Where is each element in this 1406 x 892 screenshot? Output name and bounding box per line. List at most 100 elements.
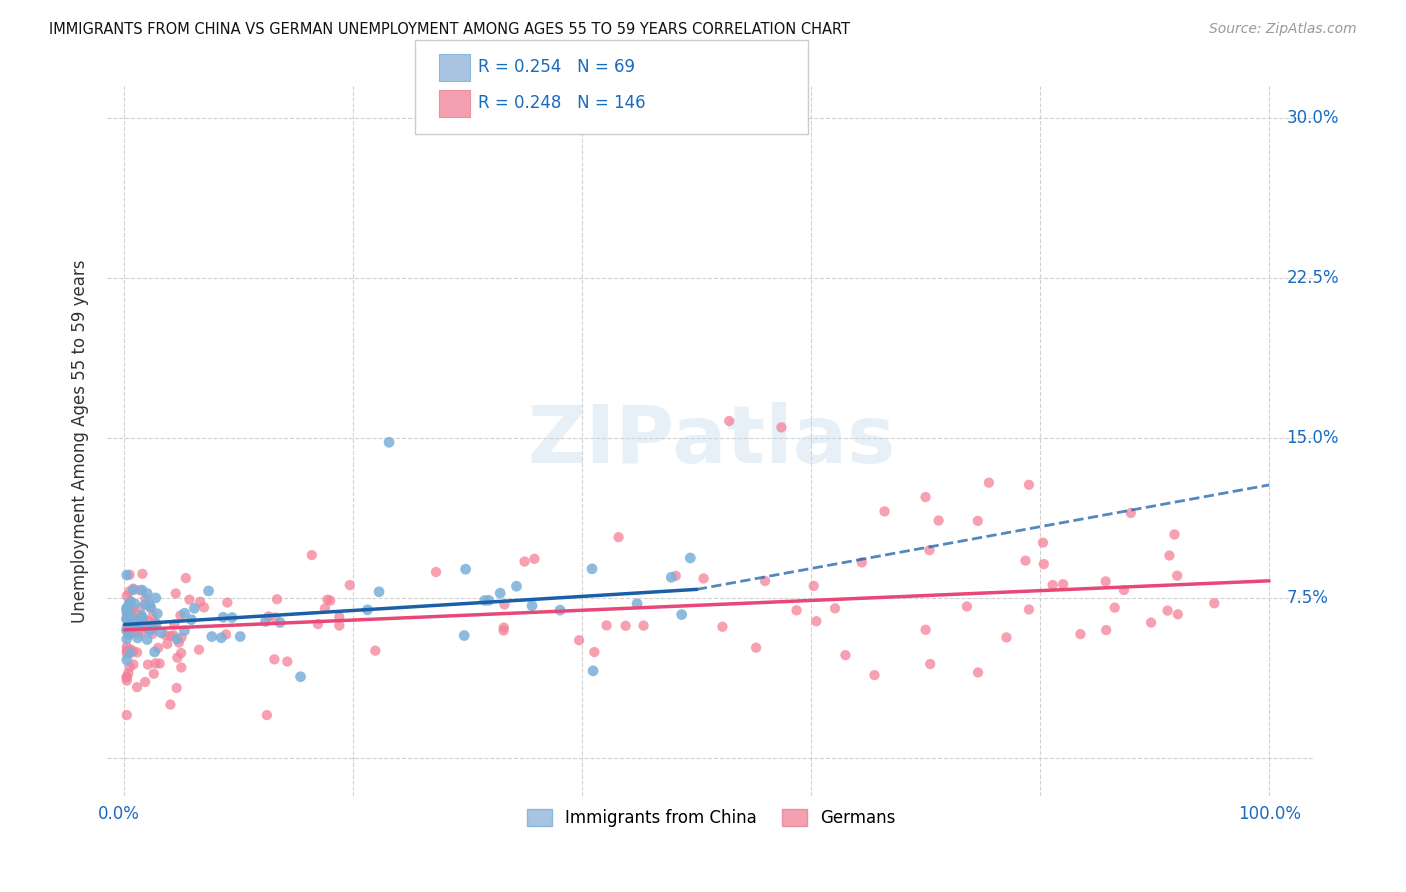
Point — [127, 615, 149, 629]
Point — [692, 572, 714, 586]
Point — [139, 600, 162, 615]
Point — [117, 666, 139, 681]
Point — [266, 592, 288, 607]
Point — [425, 565, 447, 579]
Point — [754, 574, 776, 588]
Point — [115, 653, 138, 667]
Point — [786, 603, 808, 617]
Point — [120, 594, 142, 608]
Point — [131, 566, 153, 581]
Text: 100.0%: 100.0% — [1237, 805, 1301, 822]
Point — [290, 670, 312, 684]
Point — [977, 475, 1000, 490]
Point — [183, 601, 205, 615]
Point — [1119, 506, 1142, 520]
Text: ZIPatlas: ZIPatlas — [527, 402, 896, 480]
Point — [1140, 615, 1163, 630]
Point — [474, 593, 496, 607]
Point — [115, 640, 138, 654]
Point — [145, 615, 167, 630]
Point — [193, 600, 215, 615]
Point — [1163, 527, 1185, 541]
Point — [129, 600, 152, 615]
Point — [745, 640, 768, 655]
Point — [454, 562, 477, 576]
Point — [122, 644, 145, 658]
Point — [142, 608, 165, 623]
Point — [122, 657, 145, 672]
Point — [120, 642, 142, 657]
Point — [918, 543, 941, 558]
Point — [165, 586, 187, 600]
Point — [824, 601, 846, 615]
Point — [188, 642, 211, 657]
Point — [314, 601, 336, 615]
Point — [1156, 604, 1178, 618]
Point — [138, 623, 160, 637]
Legend: Immigrants from China, Germans: Immigrants from China, Germans — [520, 803, 903, 834]
Point — [339, 578, 361, 592]
Point — [118, 628, 141, 642]
Point — [159, 698, 181, 712]
Point — [1104, 600, 1126, 615]
Point — [134, 598, 156, 612]
Point — [806, 614, 828, 628]
Point — [159, 629, 181, 643]
Point — [659, 570, 682, 584]
Point — [142, 666, 165, 681]
Point — [115, 643, 138, 657]
Point — [127, 612, 149, 626]
Point — [967, 665, 990, 680]
Point — [115, 673, 138, 688]
Point — [169, 608, 191, 623]
Point — [1159, 549, 1181, 563]
Point — [607, 530, 630, 544]
Point — [122, 582, 145, 597]
Point — [520, 599, 543, 613]
Point — [718, 414, 741, 428]
Point — [316, 592, 339, 607]
Point — [121, 605, 143, 619]
Point — [122, 603, 145, 617]
Point — [368, 584, 391, 599]
Point — [966, 514, 988, 528]
Point — [914, 623, 936, 637]
Point — [115, 620, 138, 634]
Point — [582, 664, 605, 678]
Text: 0.0%: 0.0% — [98, 805, 139, 822]
Point — [156, 637, 179, 651]
Point — [138, 623, 160, 637]
Point — [146, 607, 169, 621]
Point — [128, 583, 150, 598]
Point — [276, 655, 298, 669]
Point — [115, 624, 138, 638]
Point — [319, 593, 342, 607]
Point — [770, 420, 793, 434]
Point — [125, 619, 148, 633]
Point — [863, 668, 886, 682]
Point — [115, 601, 138, 615]
Point — [513, 555, 536, 569]
Point — [115, 624, 138, 638]
Point — [146, 640, 169, 655]
Point — [834, 648, 856, 662]
Point — [135, 620, 157, 634]
Point — [118, 660, 141, 674]
Point — [1166, 568, 1188, 582]
Point — [136, 632, 159, 647]
Point — [614, 619, 637, 633]
Point — [174, 571, 197, 585]
Point — [115, 589, 138, 603]
Point — [115, 607, 138, 621]
Point — [665, 569, 688, 583]
Point — [131, 610, 153, 624]
Point — [120, 595, 142, 609]
Point — [173, 607, 195, 621]
Point — [121, 624, 143, 639]
Point — [127, 620, 149, 634]
Point — [127, 631, 149, 645]
Point — [118, 584, 141, 599]
Point — [138, 597, 160, 611]
Point — [166, 681, 188, 695]
Point — [179, 592, 201, 607]
